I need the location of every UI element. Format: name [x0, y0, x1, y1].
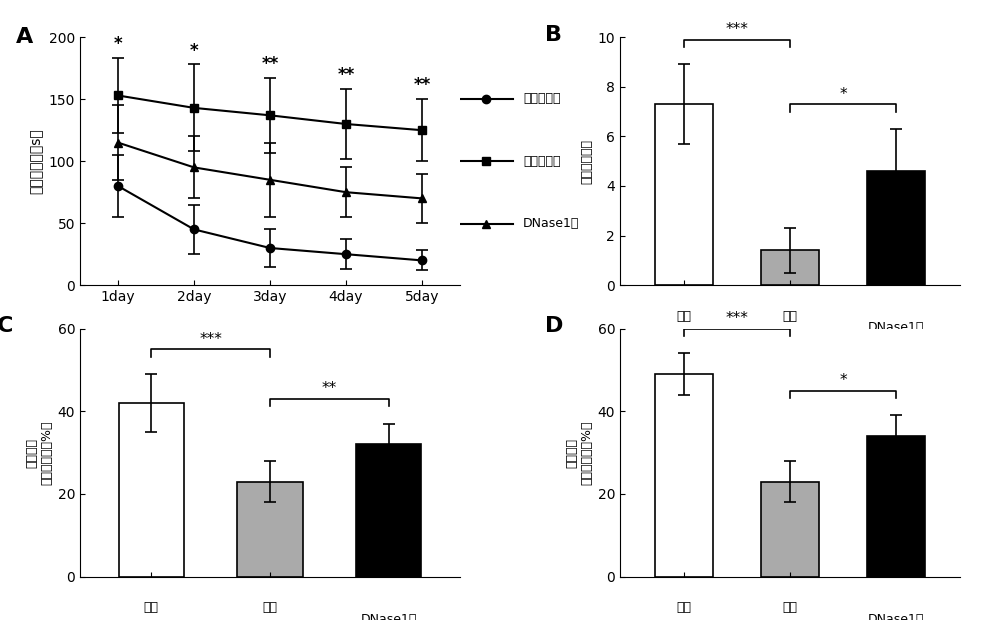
Bar [655, 104, 713, 285]
Bar [867, 436, 925, 577]
Text: DNase1组: DNase1组 [868, 613, 924, 620]
Text: 空白对照组: 空白对照组 [523, 92, 560, 105]
Text: 盐水组: 盐水组 [779, 332, 801, 345]
Text: *: * [839, 373, 847, 388]
Text: C: C [0, 316, 13, 336]
Bar [761, 250, 819, 285]
Text: 对照组: 对照组 [672, 332, 695, 345]
Y-axis label: 目标象限
时间百分比（%）: 目标象限 时间百分比（%） [565, 420, 593, 485]
Y-axis label: 目标象限
距离百分比（%）: 目标象限 距离百分比（%） [25, 420, 53, 485]
Text: DNase1组: DNase1组 [523, 217, 579, 230]
Text: 空白: 空白 [144, 601, 159, 614]
Text: *: * [839, 87, 847, 102]
Bar [356, 445, 421, 577]
Bar [761, 482, 819, 577]
Text: D: D [545, 316, 564, 336]
Text: ***: *** [725, 22, 748, 37]
Text: B: B [545, 25, 562, 45]
Text: 生理: 生理 [262, 601, 278, 614]
Text: *: * [114, 35, 122, 53]
Bar [867, 171, 925, 285]
Text: 空白: 空白 [676, 601, 691, 614]
Bar [655, 374, 713, 577]
Text: 空白: 空白 [676, 310, 691, 323]
Text: 生理: 生理 [782, 601, 798, 614]
Text: **: ** [261, 55, 279, 73]
Text: 生理盐水组: 生理盐水组 [523, 155, 560, 167]
Text: A: A [15, 27, 33, 47]
Text: **: ** [337, 66, 355, 84]
Text: *: * [190, 42, 198, 60]
Text: DNase1组: DNase1组 [868, 321, 924, 334]
Y-axis label: 穿过平台次数: 穿过平台次数 [580, 139, 593, 184]
Bar [119, 403, 184, 577]
Text: ***: *** [725, 311, 748, 326]
Text: **: ** [322, 381, 337, 396]
Text: DNase1组: DNase1组 [361, 613, 417, 620]
Bar [237, 482, 303, 577]
Text: ***: *** [199, 332, 222, 347]
Text: 生理: 生理 [782, 310, 798, 323]
Y-axis label: 潜伏期时间（s）: 潜伏期时间（s） [29, 128, 43, 194]
Text: **: ** [413, 76, 431, 94]
